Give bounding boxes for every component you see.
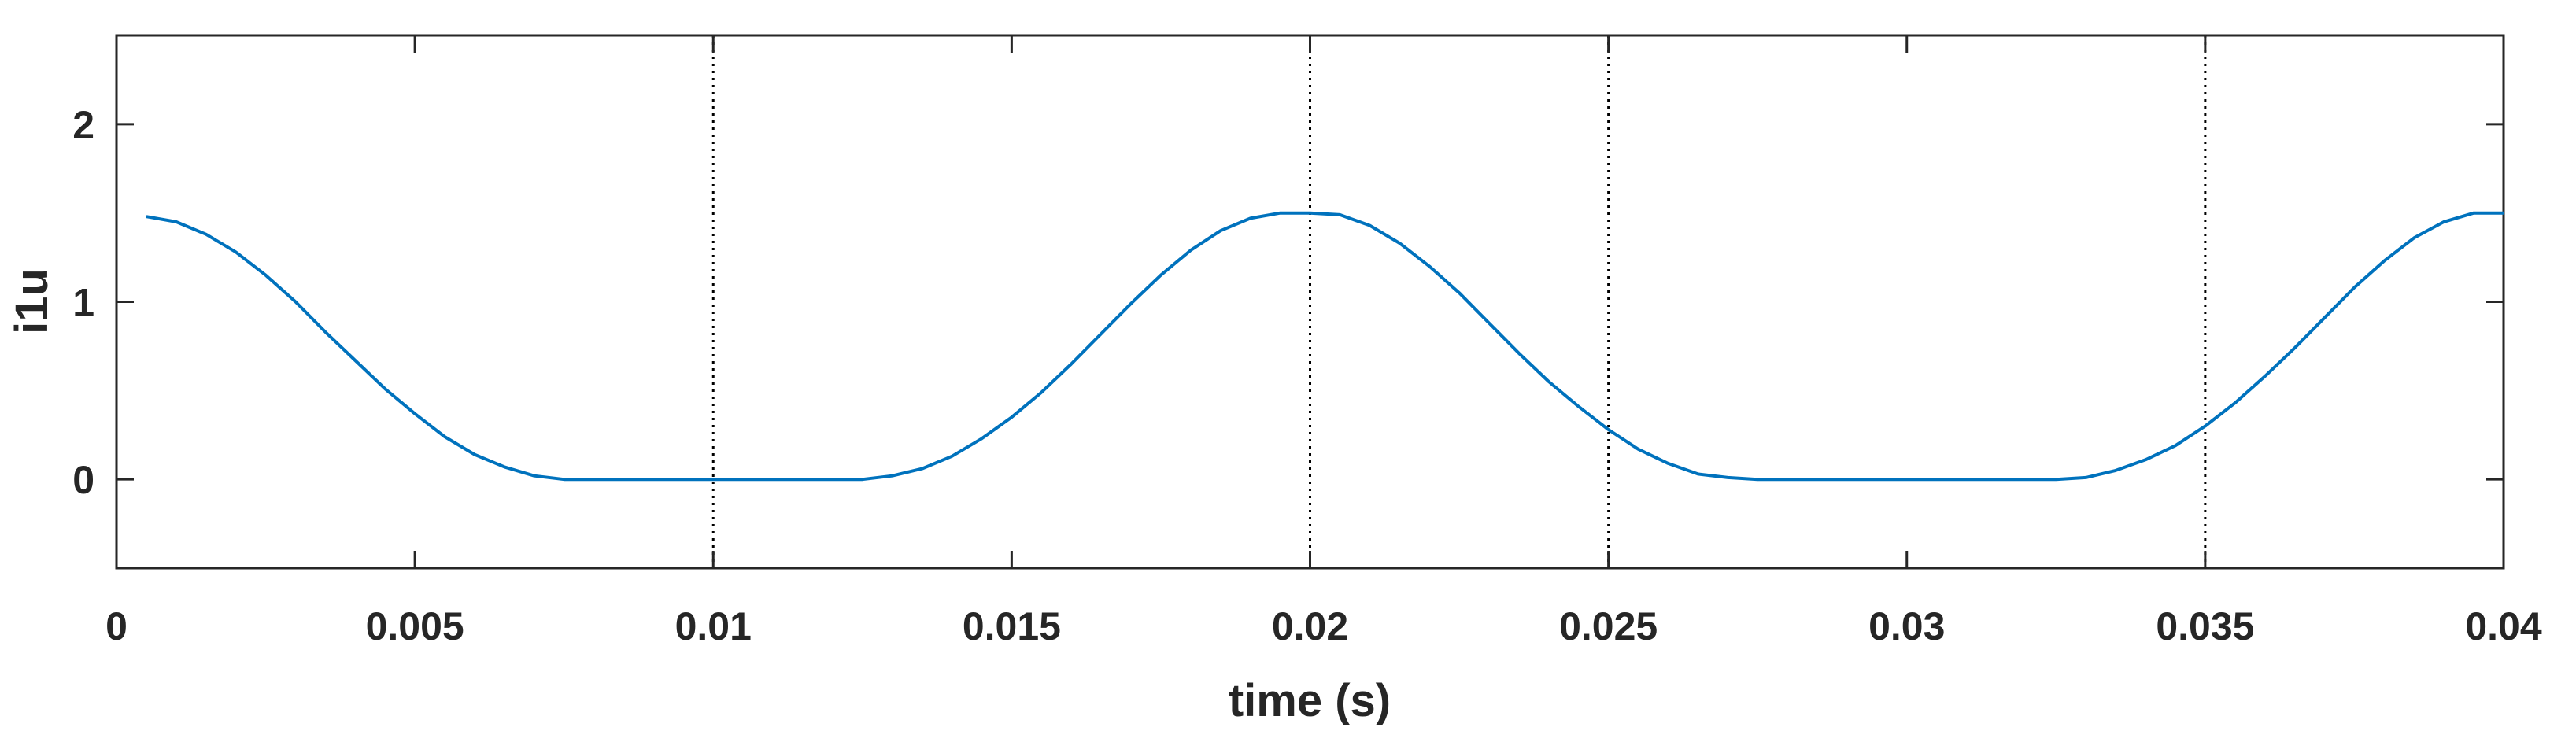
x-tick-label-5: 0.025	[1559, 604, 1658, 648]
series-line-0	[146, 211, 2504, 482]
y-tick-labels: 0 1 2	[72, 103, 94, 502]
y-tick-label-2: 2	[72, 103, 94, 147]
x-tick-label-3: 0.015	[963, 604, 1061, 648]
plot-area	[115, 34, 2505, 570]
x-tick-label-6: 0.03	[1868, 604, 1945, 648]
x-ticks	[115, 35, 2505, 568]
x-tick-label-4: 0.02	[1272, 604, 1348, 648]
y-tick-label-1: 1	[72, 281, 94, 325]
x-tick-label-8: 0.04	[2465, 604, 2542, 648]
x-axis-label: time (s)	[1229, 675, 1391, 726]
x-tick-label-7: 0.035	[2156, 604, 2254, 648]
vertical-markers	[711, 35, 2207, 568]
y-tick-label-0: 0	[72, 458, 94, 502]
series-group	[146, 211, 2504, 482]
x-tick-labels: 0 0.005 0.01 0.015 0.02 0.025 0.03 0.035 0.04	[105, 604, 2542, 648]
x-tick-label-2: 0.01	[675, 604, 752, 648]
y-ticks	[116, 123, 2504, 481]
y-axis-label: i1u	[6, 268, 57, 334]
x-tick-label-1: 0.005	[366, 604, 464, 648]
x-tick-label-0: 0	[105, 604, 128, 648]
